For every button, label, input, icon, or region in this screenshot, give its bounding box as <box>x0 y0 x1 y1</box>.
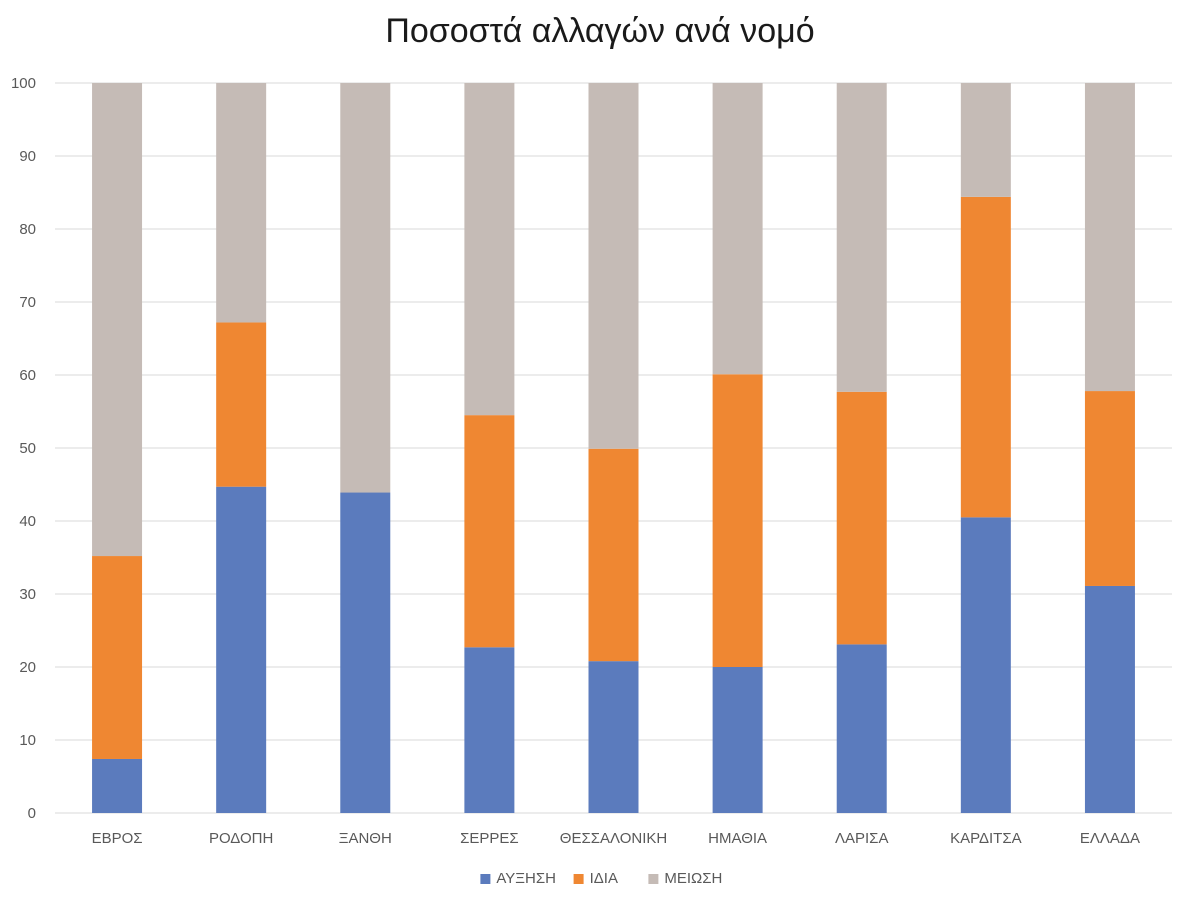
y-tick-label: 10 <box>19 732 36 749</box>
y-tick-label: 100 <box>11 75 36 92</box>
bar-segment-ιδια <box>464 415 515 648</box>
legend: ΑΥΞΗΣΗ ΙΔΙΑ ΜΕΙΩΣΗ <box>480 870 722 887</box>
bar-segment-αυξηση <box>464 647 515 813</box>
y-axis-ticks: 0 10 20 30 40 50 60 70 80 90 100 <box>11 75 36 822</box>
bar-segment-αυξηση <box>712 667 763 813</box>
y-tick-label: 40 <box>19 513 36 530</box>
bar-segment-ιδια <box>960 196 1011 518</box>
bar-segment-αυξηση <box>1084 585 1135 813</box>
x-tick-label: ΚΑΡΔΙΤΣΑ <box>950 830 1022 847</box>
bar-segment-μειωση <box>836 83 887 392</box>
y-tick-label: 50 <box>19 440 36 457</box>
bar-segment-ιδια <box>836 391 887 645</box>
bar-segment-αυξηση <box>340 492 391 813</box>
y-tick-label: 80 <box>19 221 36 238</box>
legend-label: ΑΥΞΗΣΗ <box>496 870 556 887</box>
bar-segment-ιδια <box>588 448 639 662</box>
x-tick-label: ΞΑΝΘΗ <box>339 830 392 847</box>
x-tick-label: ΡΟΔΟΠΗ <box>209 830 273 847</box>
legend-swatch-ιδια <box>573 874 584 884</box>
bar-segment-ιδια <box>1084 391 1135 586</box>
bar-segment-μειωση <box>960 83 1011 197</box>
x-tick-label: ΣΕΡΡΕΣ <box>460 830 519 847</box>
legend-label: ΙΔΙΑ <box>590 870 618 887</box>
legend-swatch-μειωση <box>648 874 659 884</box>
legend-swatch-αυξηση <box>480 874 491 884</box>
bar-segment-αυξηση <box>588 661 639 813</box>
bar-segment-ιδια <box>216 322 267 487</box>
bar-segment-μειωση <box>216 83 267 323</box>
legend-label: ΜΕΙΩΣΗ <box>664 870 722 887</box>
chart-title: Ποσοστά αλλαγών ανά νομό <box>385 12 815 50</box>
y-tick-label: 60 <box>19 367 36 384</box>
bar-segment-ιδια <box>92 556 143 759</box>
bar-segment-μειωση <box>340 83 391 493</box>
bar-segment-μειωση <box>92 83 143 557</box>
bar-segment-μειωση <box>712 83 763 375</box>
y-tick-label: 0 <box>28 805 36 822</box>
y-tick-label: 30 <box>19 586 36 603</box>
x-tick-label: ΗΜΑΘΙΑ <box>708 830 767 847</box>
y-tick-label: 70 <box>19 294 36 311</box>
bar-segment-αυξηση <box>216 486 267 813</box>
bar-segment-μειωση <box>588 83 639 449</box>
bar-segment-ιδια <box>712 374 763 667</box>
x-axis-ticks: ΕΒΡΟΣ ΡΟΔΟΠΗ ΞΑΝΘΗ ΣΕΡΡΕΣ ΘΕΣΣΑΛΟΝΙΚΗ ΗΜΑΘΙΑ Λ… <box>92 830 1140 847</box>
bars <box>92 83 1135 813</box>
bar-segment-αυξηση <box>836 644 887 813</box>
bar-segment-μειωση <box>1084 83 1135 392</box>
y-tick-label: 90 <box>19 148 36 165</box>
x-tick-label: ΛΑΡΙΣΑ <box>835 830 888 847</box>
bar-segment-μειωση <box>464 83 515 416</box>
y-tick-label: 20 <box>19 659 36 676</box>
x-tick-label: ΕΛΛΑΔΑ <box>1080 830 1140 847</box>
x-tick-label: ΕΒΡΟΣ <box>92 830 143 847</box>
bar-segment-αυξηση <box>92 758 143 813</box>
x-tick-label: ΘΕΣΣΑΛΟΝΙΚΗ <box>560 830 667 847</box>
bar-segment-αυξηση <box>960 517 1011 813</box>
